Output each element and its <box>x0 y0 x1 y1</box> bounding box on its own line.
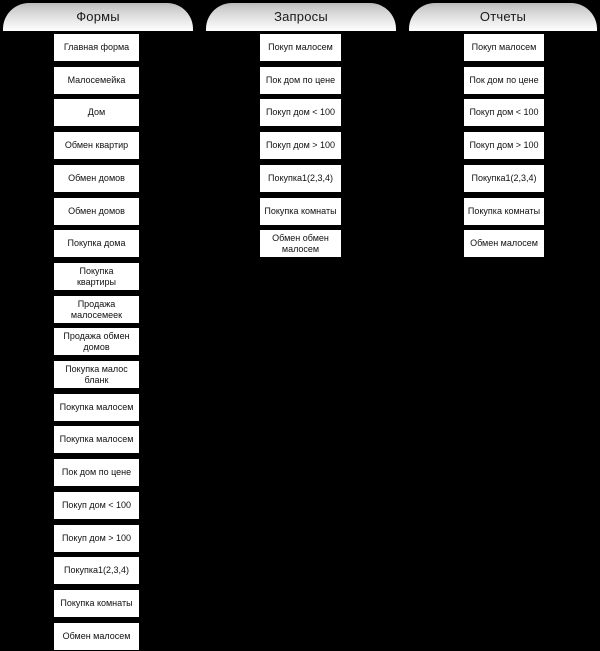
node-forms-6[interactable]: Обмен домов <box>53 197 140 226</box>
node-label: Покуп дом > 100 <box>61 533 132 543</box>
node-forms-19[interactable]: Обмен малосем <box>53 622 140 651</box>
node-forms-4[interactable]: Обмен квартир <box>53 131 140 160</box>
node-label: Покупка малосем <box>59 434 134 444</box>
column-header-reports[interactable]: Отчеты <box>409 3 597 31</box>
node-queries-4[interactable]: Покуп дом > 100 <box>259 131 342 160</box>
column-header-forms[interactable]: Формы <box>3 3 193 31</box>
node-forms-16[interactable]: Покуп дом > 100 <box>53 524 140 553</box>
node-reports-2[interactable]: Пок дом по цене <box>463 66 545 95</box>
node-reports-7[interactable]: Обмен малосем <box>463 229 545 258</box>
column-header-queries[interactable]: Запросы <box>206 3 396 31</box>
node-label: Покупка дома <box>67 238 126 248</box>
node-label: Покуп дом < 100 <box>265 107 336 117</box>
node-forms-1[interactable]: Главная форма <box>53 33 140 62</box>
node-reports-5[interactable]: Покупка1(2,3,4) <box>463 164 545 193</box>
node-label: Обмен домов <box>68 206 125 216</box>
node-label: Покупка малосем <box>59 402 134 412</box>
column-header-queries-label: Запросы <box>274 9 328 24</box>
node-forms-11[interactable]: Покупка малос бланк <box>53 360 140 389</box>
node-label: Покуп дом > 100 <box>469 140 539 150</box>
node-forms-13[interactable]: Покупка малосем <box>53 425 140 454</box>
node-label: Пок дом по цене <box>469 75 539 85</box>
node-label: Покупка комнаты <box>264 206 337 216</box>
node-label: Покупка1(2,3,4) <box>267 173 334 183</box>
node-label: Обмен обмен малосем <box>272 232 329 254</box>
node-reports-4[interactable]: Покуп дом > 100 <box>463 131 545 160</box>
node-queries-2[interactable]: Пок дом по цене <box>259 66 342 95</box>
node-forms-15[interactable]: Покуп дом < 100 <box>53 491 140 520</box>
node-forms-7[interactable]: Покупка дома <box>53 229 140 258</box>
node-label: Обмен квартир <box>64 140 129 150</box>
node-forms-3[interactable]: Дом <box>53 98 140 127</box>
node-forms-18[interactable]: Покупка комнаты <box>53 589 140 618</box>
node-label: Пок дом по цене <box>265 75 336 85</box>
node-forms-17[interactable]: Покупка1(2,3,4) <box>53 556 140 585</box>
node-reports-1[interactable]: Покуп малосем <box>463 33 545 62</box>
node-forms-9[interactable]: Продажа малосемеек <box>53 295 140 324</box>
node-label: Дом <box>87 107 106 117</box>
node-label: Главная форма <box>63 42 130 52</box>
node-label: Обмен малосем <box>470 238 538 248</box>
node-label: Покупка квартиры <box>76 265 117 287</box>
node-label: Пок дом по цене <box>61 467 132 477</box>
node-forms-5[interactable]: Обмен домов <box>53 164 140 193</box>
node-label: Покупка малос бланк <box>65 363 128 385</box>
node-label: Покупка комнаты <box>467 206 541 216</box>
node-label: Покупка комнаты <box>60 598 133 608</box>
node-label: Продажа малосемеек <box>70 298 123 320</box>
node-queries-1[interactable]: Покуп малосем <box>259 33 342 62</box>
node-label: Покуп дом > 100 <box>265 140 336 150</box>
node-label: Покуп дом < 100 <box>61 500 132 510</box>
node-label: Покуп дом < 100 <box>469 107 539 117</box>
node-forms-14[interactable]: Пок дом по цене <box>53 458 140 487</box>
column-header-reports-label: Отчеты <box>479 9 527 24</box>
node-forms-2[interactable]: Малосемейка <box>53 66 140 95</box>
node-label: Покуп малосем <box>268 42 333 52</box>
node-forms-8[interactable]: Покупка квартиры <box>53 262 140 291</box>
node-queries-5[interactable]: Покупка1(2,3,4) <box>259 164 342 193</box>
node-label: Продажа обмен домов <box>63 330 130 352</box>
node-forms-10[interactable]: Продажа обмен домов <box>53 327 140 356</box>
node-label: Покупка1(2,3,4) <box>63 565 130 575</box>
node-label: Покуп малосем <box>471 42 537 52</box>
node-label: Обмен домов <box>68 173 125 183</box>
node-queries-7[interactable]: Обмен обмен малосем <box>259 229 342 258</box>
node-label: Обмен малосем <box>62 631 131 641</box>
node-reports-3[interactable]: Покуп дом < 100 <box>463 98 545 127</box>
node-queries-3[interactable]: Покуп дом < 100 <box>259 98 342 127</box>
node-reports-6[interactable]: Покупка комнаты <box>463 197 545 226</box>
node-forms-12[interactable]: Покупка малосем <box>53 393 140 422</box>
diagram-canvas: Формы Главная форма Малосемейка Дом Обмен к… <box>3 3 597 651</box>
node-label: Покупка1(2,3,4) <box>471 173 537 183</box>
column-header-forms-label: Формы <box>76 9 120 24</box>
node-label: Малосемейка <box>67 75 126 85</box>
node-queries-6[interactable]: Покупка комнаты <box>259 197 342 226</box>
